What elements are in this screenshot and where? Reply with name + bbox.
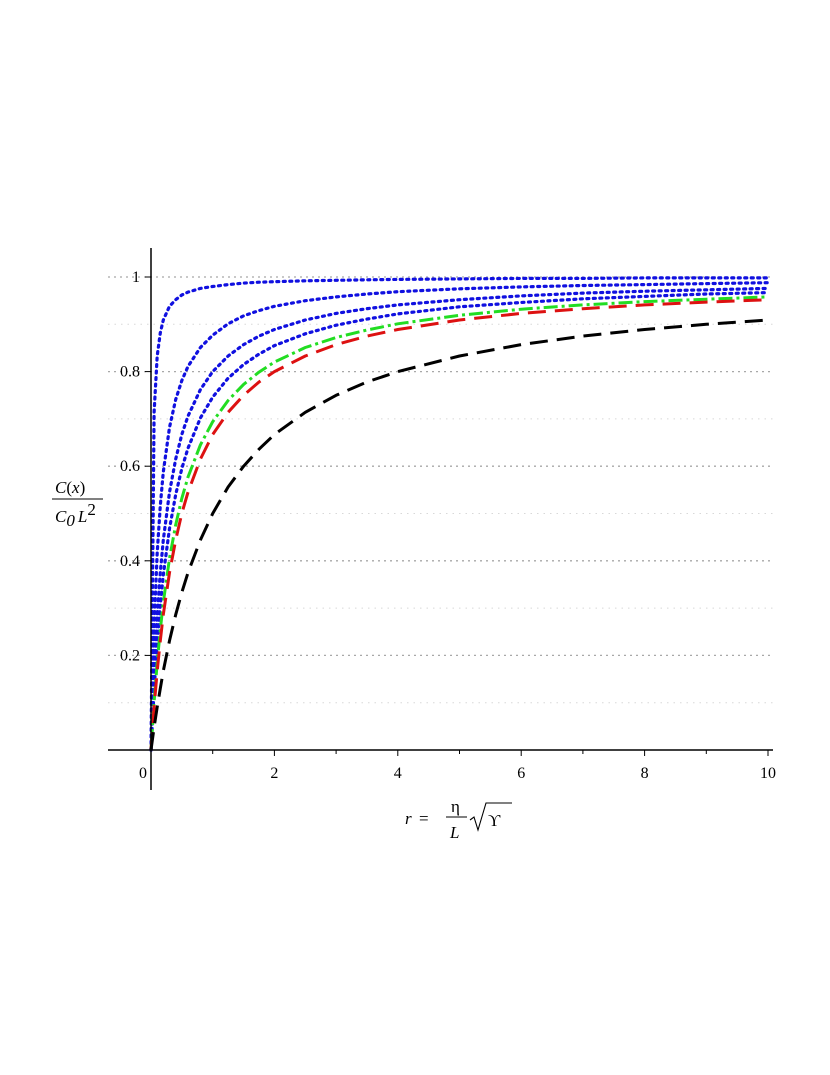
y-tick-label: 0.8 (120, 364, 140, 381)
xlabel-denominator: L (449, 823, 459, 842)
x-axis-label: r = η L ϒ (405, 797, 512, 842)
y-axis-label: C(x) C0 L2 (52, 478, 103, 530)
ylabel-den-l: L (77, 507, 87, 526)
ylabel-num-x: x (71, 478, 80, 497)
ylabel-paren-close: ) (80, 478, 86, 497)
ylabel-paren-open: ( (66, 478, 72, 497)
axes (108, 248, 773, 790)
xlabel-radicand: ϒ (488, 811, 501, 830)
series-line-3 (149, 286, 770, 752)
xlabel-lhs: r (405, 809, 412, 828)
ylabel-den-c: C (55, 507, 67, 526)
ylabel-num-c: C (55, 478, 67, 497)
x-tick-label: 0 (139, 765, 147, 782)
x-tick-label: 6 (517, 765, 525, 782)
x-tick-label: 8 (641, 765, 649, 782)
grid-lines (108, 276, 773, 704)
svg-text:C(x): C(x) (55, 478, 85, 497)
sqrt-symbol (469, 802, 512, 832)
series-line-4 (149, 291, 770, 752)
series-line-7 (149, 318, 769, 751)
ylabel-den-sub: 0 (66, 511, 75, 530)
x-tick-label: 4 (394, 765, 402, 782)
series-line-5 (149, 295, 769, 751)
tick-labels: 0 2 4 6 8 10 0.2 0.4 0.6 0.8 1 (120, 269, 776, 782)
y-tick-label: 0.6 (120, 458, 140, 475)
series-line-6 (149, 298, 769, 751)
series-group (149, 276, 770, 752)
x-tick-label: 10 (760, 765, 776, 782)
xlabel-equals: = (419, 809, 429, 828)
series-line-2 (149, 281, 770, 752)
y-tick-label: 0.4 (120, 553, 140, 570)
x-tick-label: 2 (270, 765, 278, 782)
y-tick-label: 0.2 (120, 647, 140, 664)
y-tick-label: 1 (132, 269, 140, 286)
ylabel-den-sup: 2 (87, 500, 96, 519)
xlabel-numerator: η (451, 797, 460, 816)
series-line-1 (149, 276, 770, 752)
